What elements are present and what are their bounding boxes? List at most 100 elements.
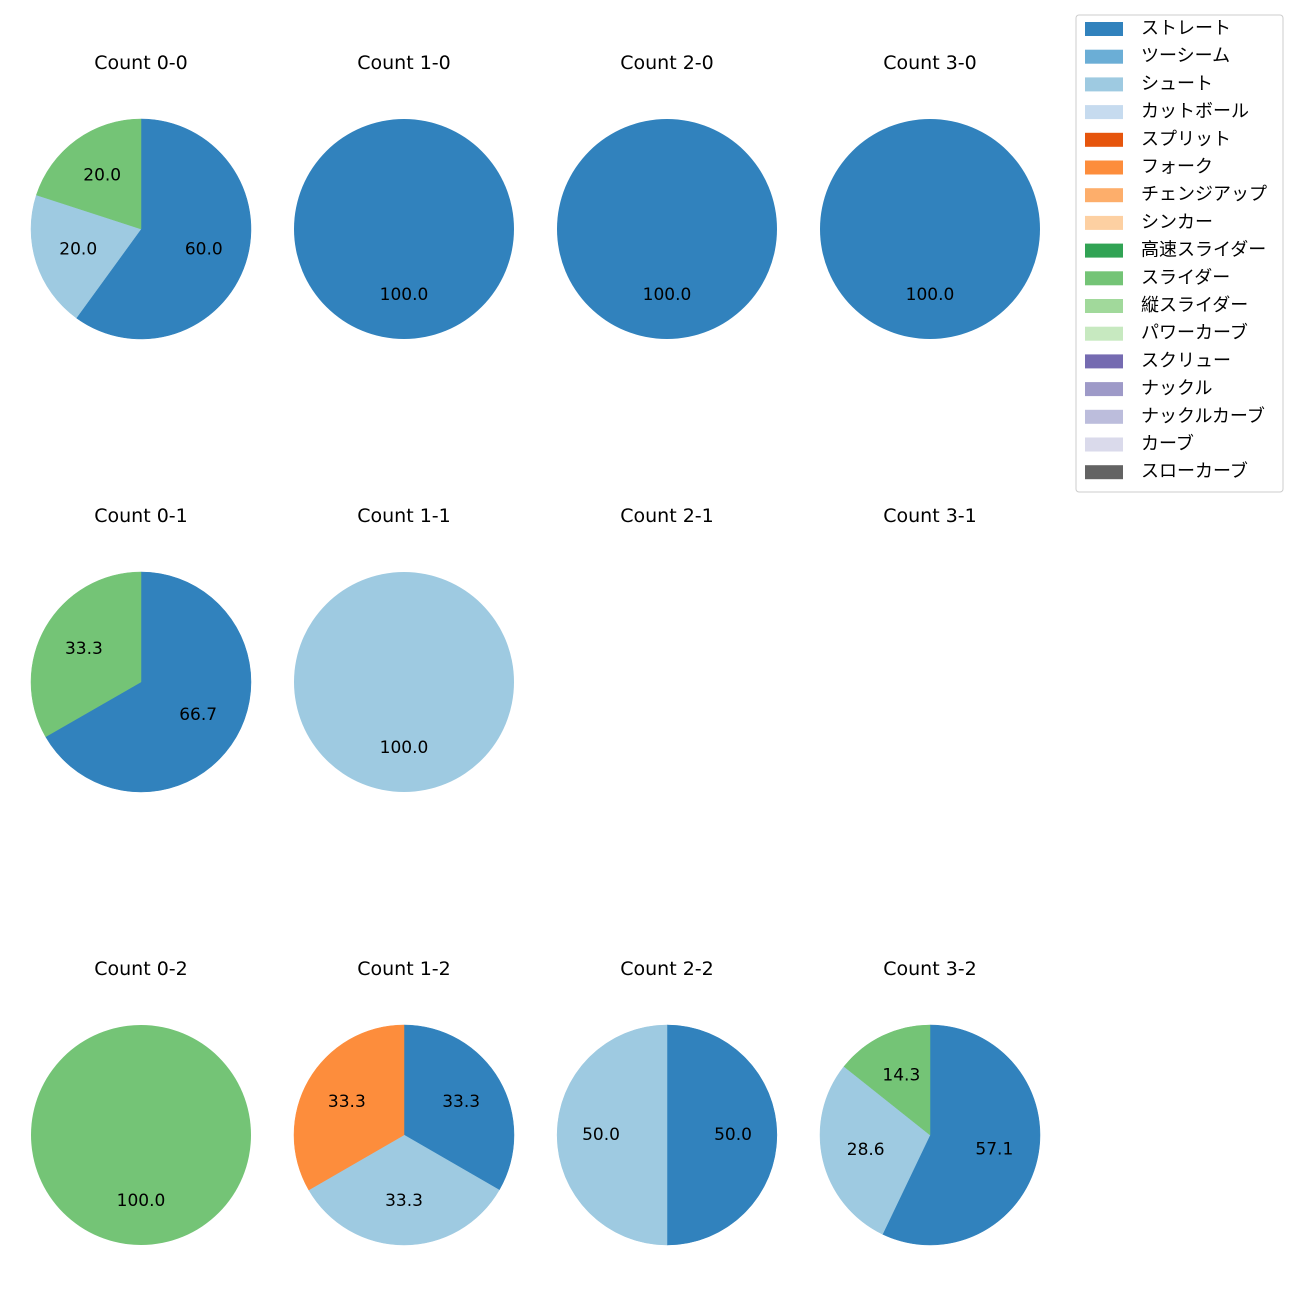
legend-swatch	[1085, 382, 1123, 397]
pie-slice	[30, 194, 142, 319]
slice-label: 100.0	[117, 1191, 166, 1211]
pie-panel: Count 3-1	[883, 505, 977, 527]
pie-panel: Count 0-2 100.0	[31, 958, 251, 1245]
pie-slice	[36, 118, 142, 230]
pie-slice	[45, 571, 252, 793]
legend-swatch	[1085, 326, 1123, 341]
slice-label: 14.3	[882, 1066, 920, 1086]
legend-swatch	[1085, 22, 1123, 36]
pie-slice	[308, 1134, 500, 1246]
legend-label: ナックルカーブ	[1141, 405, 1265, 427]
legend-frame	[1075, 14, 1284, 493]
legend-item: カーブ	[1085, 433, 1194, 455]
panel-title: Count 3-1	[883, 505, 977, 527]
legend-item: チェンジアップ	[1085, 184, 1267, 205]
legend-swatch	[1085, 160, 1123, 175]
pie-slice	[294, 572, 514, 792]
panel-title: Count 1-0	[357, 52, 451, 74]
legend-swatch	[1085, 77, 1123, 92]
legend-item: シンカー	[1085, 212, 1213, 233]
legend-label: フォーク	[1141, 157, 1213, 178]
legend-item: ナックルカーブ	[1085, 405, 1265, 427]
legend-item: スクリュー	[1085, 350, 1231, 371]
slice-label: 57.1	[975, 1140, 1013, 1160]
legend-item: スプリット	[1085, 129, 1231, 150]
legend-label: シュート	[1141, 73, 1213, 94]
pie-slice	[819, 1066, 931, 1235]
legend-item: パワーカーブ	[1085, 322, 1248, 344]
legend-label: パワーカーブ	[1141, 322, 1248, 344]
legend-label: 縦スライダー	[1141, 295, 1248, 316]
pie-slice	[843, 1024, 931, 1136]
pie-panel: Count 2-0 100.0	[557, 52, 777, 339]
slice-label: 28.6	[847, 1140, 885, 1160]
pie-panel: Count 1-2 33.3 33.3 33.3	[293, 958, 515, 1246]
legend-swatch	[1085, 299, 1123, 313]
slice-label: 50.0	[714, 1125, 752, 1145]
legend-item: ツーシーム	[1085, 46, 1230, 67]
slice-label: 100.0	[380, 738, 429, 758]
panel-title: Count 2-2	[620, 958, 714, 980]
legend-swatch	[1085, 215, 1123, 230]
legend-swatch	[1085, 243, 1123, 258]
legend-swatch	[1085, 409, 1123, 424]
slice-label: 100.0	[380, 285, 429, 305]
legend-item: スローカーブ	[1085, 460, 1248, 482]
slice-label: 100.0	[906, 285, 955, 305]
legend-swatch	[1085, 105, 1123, 120]
legend-item: ストレート	[1085, 18, 1231, 39]
pie-slice	[882, 1024, 1041, 1246]
panel-title: Count 3-2	[883, 958, 977, 980]
legend-swatch	[1085, 465, 1123, 480]
legend-swatch	[1085, 132, 1123, 147]
legend-label: ツーシーム	[1141, 46, 1230, 67]
slice-label: 33.3	[328, 1092, 366, 1112]
panel-title: Count 3-0	[883, 52, 977, 74]
pie-panel: Count 2-2 50.0 50.0	[556, 958, 778, 1246]
panel-title: Count 0-0	[94, 52, 188, 74]
legend-item: フォーク	[1085, 157, 1213, 178]
pie-slice	[30, 571, 142, 738]
pie-panel: Count 0-1 66.7 33.3	[30, 505, 252, 793]
slice-label: 33.3	[65, 639, 103, 659]
pie-slice	[293, 1024, 405, 1191]
legend-label: ストレート	[1141, 18, 1231, 39]
slice-label: 20.0	[83, 166, 121, 186]
legend-label: カーブ	[1141, 433, 1194, 455]
legend-label: ナックル	[1141, 378, 1212, 399]
legend-item: カットボール	[1085, 101, 1249, 122]
legend-item: スライダー	[1085, 267, 1230, 288]
legend-label: チェンジアップ	[1141, 184, 1267, 205]
slice-label: 33.3	[442, 1092, 480, 1112]
pie-panel: Count 2-1	[620, 505, 714, 527]
pie-slice	[556, 1024, 668, 1246]
legend-label: 高速スライダー	[1141, 240, 1266, 261]
panel-title: Count 0-1	[94, 505, 188, 527]
legend-swatch	[1085, 188, 1123, 203]
slice-label: 66.7	[179, 705, 217, 725]
legend-swatch	[1085, 49, 1123, 64]
legend-swatch	[1085, 271, 1123, 286]
panel-title: Count 1-2	[357, 958, 451, 980]
pie-slice	[31, 1025, 251, 1245]
pie-slice	[666, 1024, 778, 1246]
slice-label: 60.0	[185, 239, 223, 259]
legend-label: スクリュー	[1141, 350, 1231, 371]
slice-label: 33.3	[385, 1191, 423, 1211]
legend-label: スローカーブ	[1141, 460, 1248, 482]
pie-panel: Count 1-1 100.0	[294, 505, 514, 792]
slice-label: 100.0	[643, 285, 692, 305]
slice-label: 20.0	[59, 239, 97, 259]
legend-item: 高速スライダー	[1085, 240, 1266, 261]
legend-label: スプリット	[1141, 129, 1231, 150]
panel-title: Count 1-1	[357, 505, 451, 527]
pie-slice	[820, 119, 1040, 339]
pie-slice	[294, 119, 514, 339]
panel-title: Count 2-0	[620, 52, 714, 74]
legend-label: カットボール	[1141, 101, 1249, 122]
legend-item: ナックル	[1085, 378, 1212, 399]
pie-panel: Count 1-0 100.0	[294, 52, 514, 339]
legend-item: 縦スライダー	[1085, 295, 1248, 316]
